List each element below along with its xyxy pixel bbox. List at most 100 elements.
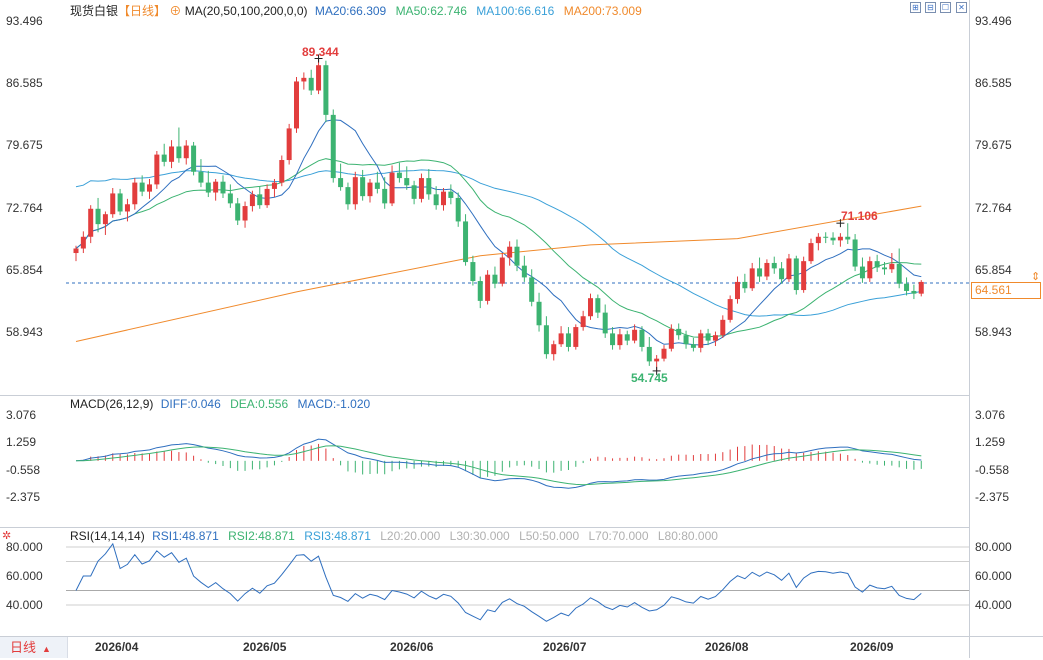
layout-icon[interactable]: ⊟ [925,2,936,13]
candle [147,178,152,199]
rsi-title[interactable]: RSI(14,14,14) [70,529,145,543]
macd-header: MACD(26,12,9) DIFF:0.046 DEA:0.556 MACD:… [70,397,370,411]
candle [771,256,777,274]
macd-tick-right: 1.259 [975,435,1006,449]
candle [455,192,461,227]
indicator-name[interactable]: MA(20,50,100,200,0,0) [184,4,308,18]
rsi-level-30: L30:30.000 [449,529,510,543]
macd-tick-right: 3.076 [975,408,1006,422]
candle [257,186,263,209]
candle [617,328,623,350]
candle [764,259,770,281]
candle [852,234,858,272]
candle [132,178,138,210]
rsi1-value: RSI1:48.871 [152,529,219,543]
candle [882,262,887,275]
candle [323,60,329,123]
candle [904,277,910,296]
candle [668,324,674,352]
candle [602,304,608,338]
candle [411,180,417,205]
candle [558,326,564,347]
candle [720,315,726,338]
rsi-header: RSI(14,14,14) RSI1:48.871 RSI2:48.871 RS… [70,529,718,543]
candle [499,253,505,287]
candle [95,197,101,233]
candle [610,327,616,350]
rsi-panel [75,542,922,622]
rsi-settings-icon[interactable]: ✲ [2,530,12,542]
candle [183,140,189,165]
candle [588,293,593,320]
macd-tick-left: 3.076 [6,408,37,422]
candle [837,233,843,247]
candle [463,214,469,266]
candle [918,280,924,297]
candle [646,337,652,366]
candle [418,173,424,203]
candle [176,127,182,163]
candle [198,159,204,188]
settings-icon[interactable]: ⊕ [169,4,182,18]
candle [529,269,535,307]
candle [124,198,130,222]
candle [382,177,388,209]
price-tick-left: 65.854 [6,263,43,277]
candle [433,186,439,210]
candle [264,184,270,208]
candle [757,257,763,282]
candle [683,330,689,349]
expand-icon[interactable]: ⊞ [910,2,921,13]
candle [477,276,483,309]
macd-panel [75,438,922,489]
local-high-annotation: 71.106 [841,209,878,223]
rsi2-value: RSI2:48.871 [228,529,295,543]
dea-line [75,445,922,486]
candle [367,178,373,203]
candle [565,327,571,352]
candle [823,232,829,244]
candle [235,197,241,226]
ma100-value: MA100:66.616 [476,4,555,18]
candle [102,211,108,235]
candle [308,69,314,96]
candle [896,248,902,289]
candle [448,184,454,205]
candle [213,178,219,201]
macd-title[interactable]: MACD(26,12,9) [70,397,154,411]
candle [543,316,549,359]
rsi-tick-left: 80.000 [6,540,43,554]
price-tick-left: 93.496 [6,14,43,28]
candle [801,256,807,293]
candle [485,270,491,305]
candle [632,324,638,344]
price-alert-icon[interactable]: ⇕ [1031,271,1041,283]
candle [426,169,432,200]
candle [227,184,233,208]
rsi-level-80: L80:80.000 [657,529,718,543]
rsi-tick-left: 60.000 [6,569,43,583]
low-marker [652,366,661,375]
rsi-level-20: L20:20.000 [380,529,441,543]
candle [727,295,733,323]
period-tag[interactable]: 【日线】 [118,4,167,18]
candle [470,255,476,286]
candle [595,294,601,319]
close-icon[interactable]: ✕ [956,2,967,13]
maximize-icon[interactable]: ☐ [940,2,951,13]
candle [676,323,682,340]
macd-tick-left: 1.259 [6,435,37,449]
price-tick-right: 86.585 [975,76,1012,90]
period-selector-button[interactable]: 日线 ▲ [0,637,68,658]
candle [889,253,895,273]
price-tick-left: 79.675 [6,138,43,152]
high-annotation: 89.344 [302,45,339,59]
high-marker [314,54,323,63]
candle [249,190,255,212]
candle [161,143,167,167]
candle [742,273,748,293]
candlesticks [73,58,924,372]
moving-averages [75,119,922,346]
macd-tick-left: -2.375 [6,490,41,504]
